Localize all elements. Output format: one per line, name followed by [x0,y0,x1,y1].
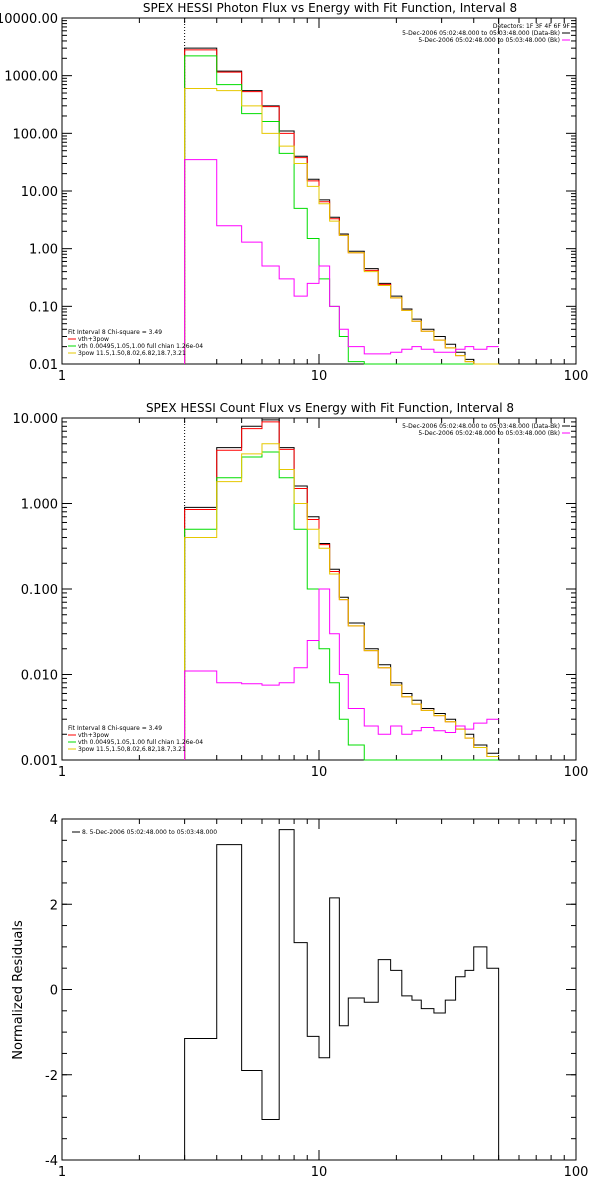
y-tick-label: 100.00 [13,127,59,142]
y-tick-label: 2 [50,898,58,913]
x-tick-label: 1 [58,765,66,780]
series-line [184,47,499,365]
legend-topright-label: 5-Dec-2006 05:02:48.000 to 05:03:48.000 … [402,30,560,37]
series-line [184,419,499,760]
legend-bottomleft-label: vth 0.00495,1.05,1.00 full chian 1.26e-0… [78,343,203,350]
x-tick-label: 100 [564,765,589,780]
y-tick-label: 0 [50,984,58,999]
photon-flux-chart: SPEX HESSI Photon Flux vs Energy with Fi… [0,1,588,384]
x-tick-label: 1 [58,369,66,384]
chart-title: SPEX HESSI Photon Flux vs Energy with Fi… [143,1,517,15]
y-axis-label: Normalized Residuals [11,920,26,1060]
legend-bottomleft-label: vth 0.00495,1.05,1.00 full chian 1.26e-0… [78,739,203,746]
chart-title: SPEX HESSI Count Flux vs Energy with Fit… [146,401,514,415]
y-tick-label: -4 [45,1154,58,1169]
y-tick-label: 0.100 [21,583,58,598]
plot-area: 1 10 100 10000.00 1000.00 100.00 10.00 1.00 0.10… [0,12,588,384]
y-tick-label: 0.010 [21,669,58,684]
legend-bottomleft-label: 3pow 11.5,1.50,8.02,6.82,18.7,3.21 [78,746,186,753]
y-tick-label: -2 [45,1069,58,1084]
legend-topright-label: 5-Dec-2006 05:02:48.000 to 05:03:48.000 … [402,423,560,430]
y-tick-label: 10.000 [13,412,59,427]
series-line [184,421,499,760]
x-tick-label: 100 [564,1165,589,1180]
y-tick-label: 1000.00 [4,70,58,85]
x-tick-label: 10 [311,1165,328,1180]
series-line [184,87,499,365]
legend-bottomleft-label: 3pow 11.5,1.50,8.02,6.82,18.7,3.21 [78,350,186,357]
series-line [184,451,499,761]
legend-topright-label: 5-Dec-2006 05:02:48.000 to 05:03:48.000 … [418,37,560,44]
x-tick-label: 10 [311,369,328,384]
y-tick-label: 1.000 [21,498,58,513]
y-tick-label: 4 [50,813,58,828]
legend-bottomleft-label: vth+3pow [78,732,109,739]
legend-topright-label: 5-Dec-2006 05:02:48.000 to 05:03:48.000 … [418,430,560,437]
residuals-chart: Normalized Residuals 1 10 100 4 2 0 -2 -4 8. 5-D… [11,813,588,1180]
series-line [184,829,500,1160]
legend-topright-header: Detectors: 1F 3F 4F 6F 9F [493,23,571,30]
plot-area: 1 10 100 10.000 1.000 0.100 0.010 0.001 5-Dec-20… [13,412,589,780]
x-tick-label: 1 [58,1165,66,1180]
legend-topleft-label: 8. 5-Dec-2006 05:02:48.000 to 05:03:48.0… [82,829,217,836]
x-tick-label: 10 [311,765,328,780]
plot-area: 1 10 100 4 2 0 -2 -4 8. 5-Dec-2006 05:02:48.000 … [45,813,588,1180]
y-tick-label: 0.10 [29,300,58,315]
legend-bottomleft-header: Fit Interval 8 Chi-square = 3.49 [68,329,162,336]
series-line [184,49,499,365]
series-line [184,55,499,365]
series-line [184,443,499,760]
legend-bottomleft-label: vth+3pow [78,336,109,343]
y-tick-label: 10000.00 [0,12,58,27]
count-flux-chart: SPEX HESSI Count Flux vs Energy with Fit… [13,401,589,780]
y-tick-label: 10.00 [21,185,58,200]
legend-bottomleft-header: Fit Interval 8 Chi-square = 3.49 [68,725,162,732]
y-tick-label: 0.001 [21,754,58,769]
y-tick-label: 0.01 [29,358,58,373]
x-tick-label: 100 [564,369,589,384]
y-tick-label: 1.00 [29,243,58,258]
series-line [184,588,499,760]
series-line [184,159,499,364]
